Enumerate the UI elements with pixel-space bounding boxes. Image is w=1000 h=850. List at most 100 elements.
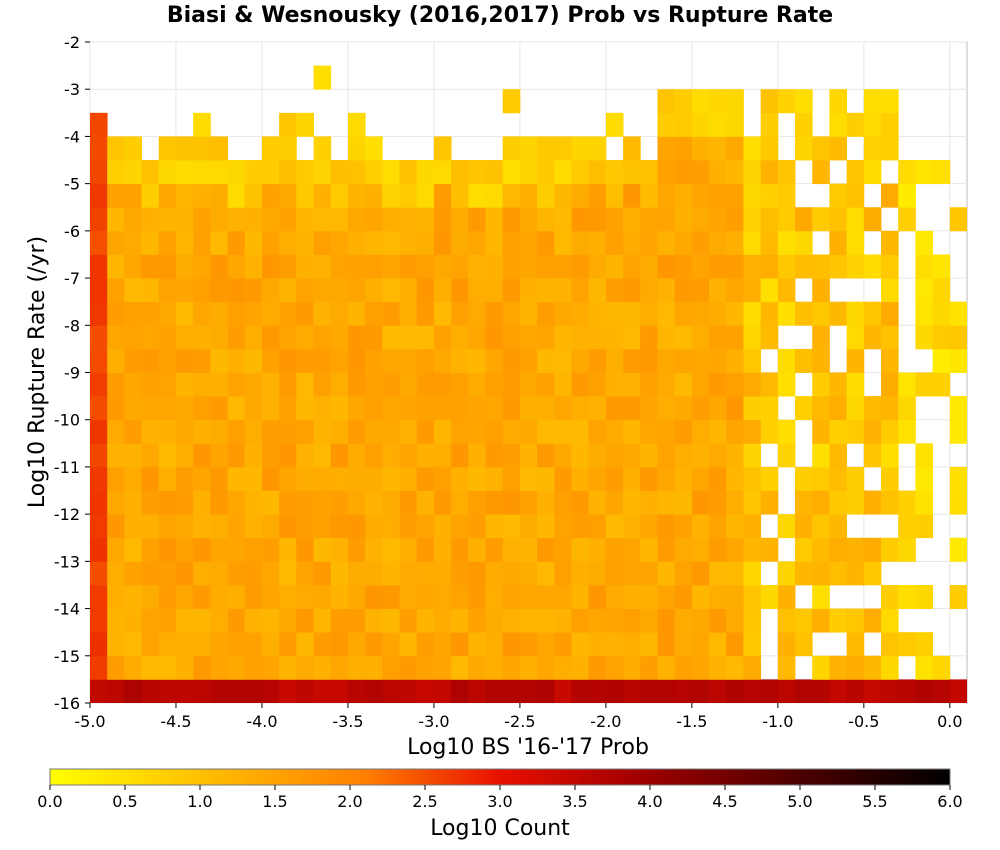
heatmap-cell [279,584,297,609]
heatmap-cell [519,537,538,562]
heatmap-cell [588,136,607,161]
heatmap-cell [881,372,899,397]
heatmap-cell [193,419,211,444]
heatmap-cell [313,419,332,444]
heatmap-cell [313,466,332,491]
heatmap-cell [399,608,418,633]
heatmap-cell [451,230,469,255]
heatmap-cell [605,325,624,350]
heatmap-cell [296,301,314,326]
heatmap-cell [124,584,142,609]
heatmap-cell [588,655,607,680]
heatmap-cell [640,443,658,468]
heatmap-cell [949,348,967,373]
heatmap-cell [777,160,796,185]
heatmap-cell [451,254,469,279]
heatmap-cell [915,632,934,657]
heatmap-cell [485,396,504,421]
heatmap-cell [709,396,727,421]
heatmap-cell [244,325,263,350]
heatmap-cell [468,278,486,303]
heatmap-cell [365,160,383,185]
heatmap-cell [261,443,280,468]
heatmap-cell [382,372,400,397]
heatmap-cell [433,183,452,208]
heatmap-cell [261,230,280,255]
heatmap-cell [795,490,813,515]
heatmap-cell [399,230,418,255]
heatmap-cell [330,301,349,326]
heatmap-cell [313,655,332,680]
heatmap-cell [691,514,710,539]
heatmap-cell [141,160,160,185]
heatmap-cell [279,278,297,303]
heatmap-cell [846,466,865,491]
heatmap-cell [502,584,521,609]
heatmap-cell [640,301,658,326]
heatmap-cell [433,443,452,468]
heatmap-cell [588,348,607,373]
heatmap-cell [554,537,572,562]
heatmap-cell [829,396,848,421]
heatmap-cell [365,230,383,255]
y-tick-label: -15 [54,647,80,666]
heatmap-cell [313,537,332,562]
heatmap-cell [296,325,314,350]
heatmap-cell [485,230,504,255]
heatmap-cell [657,183,676,208]
heatmap-cell [537,514,555,539]
heatmap-cell [795,230,813,255]
heatmap-cell [451,325,469,350]
heatmap-cell [347,207,366,232]
heatmap-cell [812,136,830,161]
heatmap-cell [554,254,572,279]
heatmap-cell [399,490,418,515]
heatmap-cell [330,584,349,609]
heatmap-cell [674,584,693,609]
heatmap-cell [881,230,899,255]
heatmap-cell [726,254,744,279]
heatmap-cell [915,160,934,185]
heatmap-cell [433,584,452,609]
heatmap-cell [726,490,744,515]
heatmap-cell [124,514,142,539]
x-axis: -5.0 -4.5 -4.0 -3.5 -3.0 -2.5 -2.0 -1.5 -1.0 -0.5… [74,703,963,731]
heatmap-cell [760,325,779,350]
heatmap-cell [623,584,641,609]
heatmap-cell [279,514,297,539]
heatmap-cell [949,466,967,491]
heatmap-cell [451,537,469,562]
heatmap-cell [210,254,228,279]
heatmap-cell [502,396,521,421]
heatmap-cell [158,372,177,397]
heatmap-cell [296,514,314,539]
heatmap-cell [279,537,297,562]
heatmap-cell [657,419,676,444]
heatmap-cell [399,537,418,562]
heatmap-cell [863,419,882,444]
heatmap-cell [158,632,177,657]
heatmap-cell [519,301,538,326]
heatmap-cell [279,348,297,373]
heatmap-cell [279,632,297,657]
heatmap-cell [313,679,332,703]
heatmap-cell [175,396,194,421]
heatmap-cell [709,490,727,515]
heatmap-cell [537,207,555,232]
heatmap-cell [365,396,383,421]
heatmap-cell [175,514,194,539]
x-axis-label: Log10 BS '16-'17 Prob [407,735,649,760]
heatmap-cell [485,466,504,491]
heatmap-cell [107,632,125,657]
heatmap-cell [640,584,658,609]
heatmap-cell [691,207,710,232]
heatmap-cell [726,466,744,491]
heatmap-cell [588,207,607,232]
heatmap-cell [485,655,504,680]
heatmap-cell [881,632,899,657]
heatmap-cell [330,608,349,633]
heatmap-cell [261,608,280,633]
heatmap-cell [210,466,228,491]
heatmap-cell [863,301,882,326]
heatmap-cell [709,254,727,279]
